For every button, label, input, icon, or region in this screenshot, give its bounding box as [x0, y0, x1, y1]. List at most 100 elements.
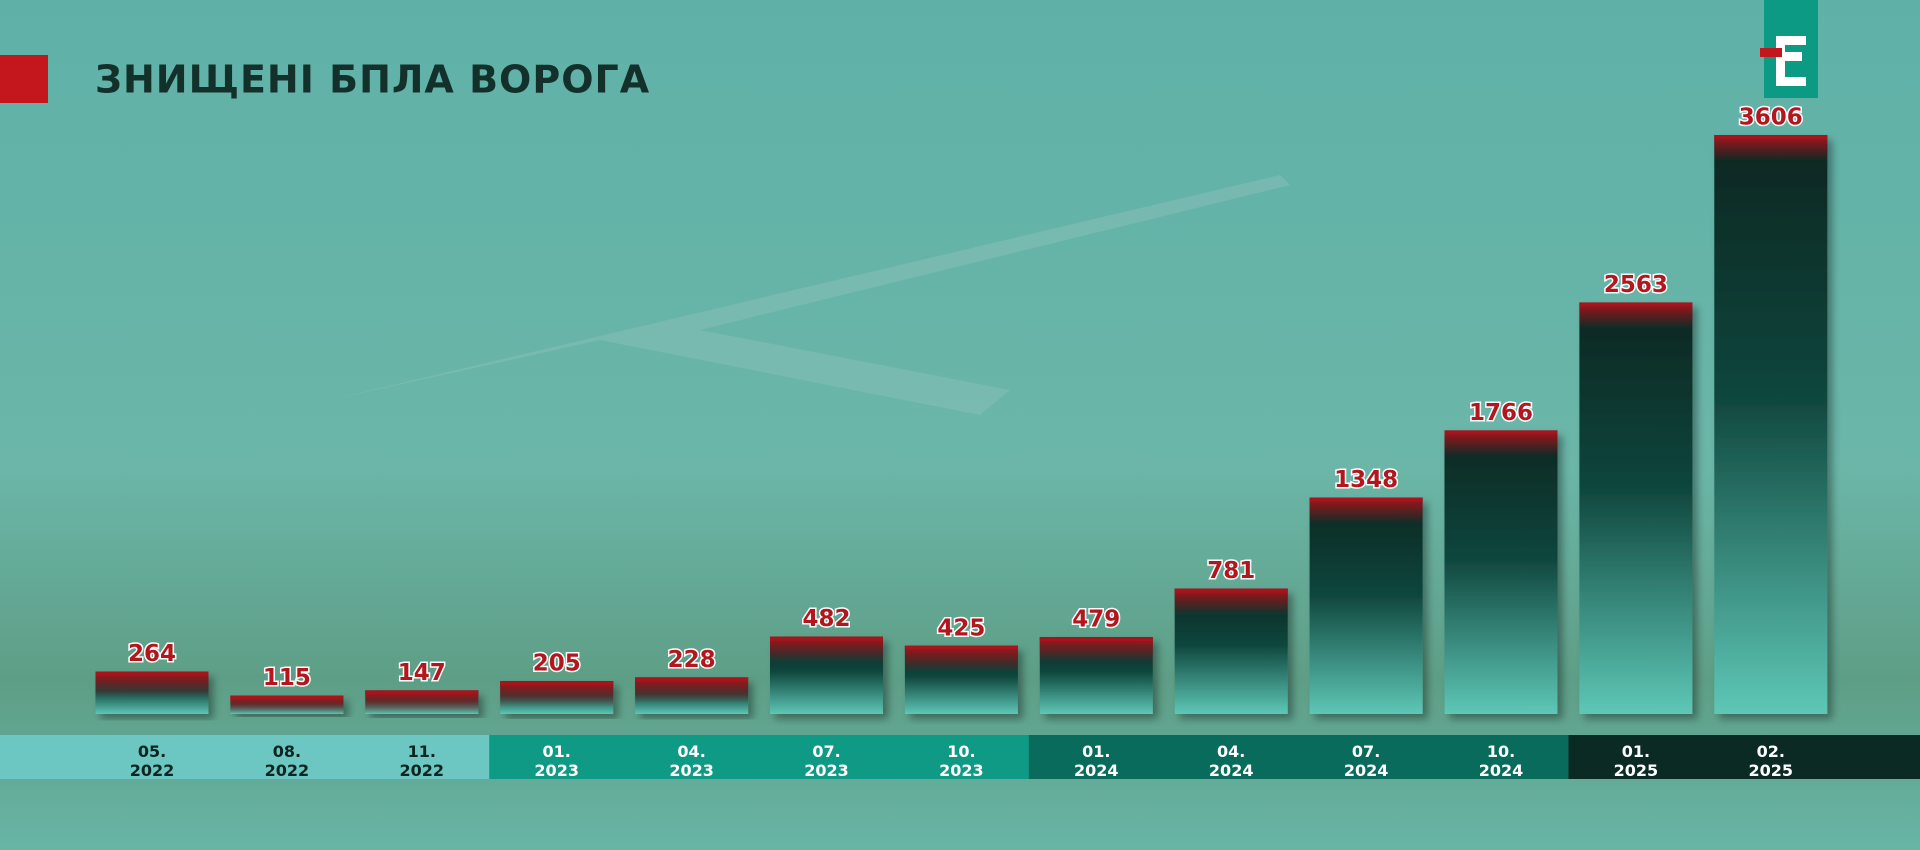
value-label: 228: [668, 647, 716, 673]
period-band: [1163, 735, 1300, 779]
x-tick-label-line: 01.: [543, 742, 571, 761]
x-tick-label-line: 10.: [947, 742, 975, 761]
x-tick-label-line: 05.: [138, 742, 166, 761]
logo-stroke: [1776, 77, 1806, 86]
value-label: 205: [533, 651, 581, 677]
period-band: [624, 735, 760, 779]
x-tick-label-line: 2023: [669, 761, 714, 780]
period-band: [0, 735, 220, 779]
period-band: [893, 735, 1030, 779]
x-tick-label-line: 2024: [1344, 761, 1389, 780]
x-tick-label: 10. 2024: [1479, 742, 1524, 780]
x-tick-label-line: 2025: [1749, 761, 1794, 780]
chart-title: ЗНИЩЕНІ БПЛА ВОРОГА: [95, 58, 650, 102]
x-tick-label-line: 11.: [408, 742, 436, 761]
x-tick-label-line: 2023: [804, 761, 849, 780]
x-tick-label: 04. 2024: [1209, 742, 1254, 780]
value-label: 1348: [1334, 467, 1398, 493]
bar-top: [230, 695, 344, 714]
bar-top-edge: [1714, 135, 1828, 139]
logo: [1760, 0, 1818, 98]
bar-top: [1714, 135, 1828, 161]
x-tick-label: 02. 2025: [1749, 742, 1794, 780]
title-marker: [0, 55, 48, 103]
period-band: [1028, 735, 1165, 779]
bar-top: [365, 690, 479, 714]
x-tick-label-line: 01.: [1082, 742, 1110, 761]
bar-top-edge: [95, 671, 209, 676]
period-band: [1433, 735, 1569, 779]
value-label: 264: [128, 641, 176, 667]
x-tick-label-line: 2025: [1614, 761, 1659, 780]
bar-top: [1174, 588, 1288, 615]
x-tick-label-line: 01.: [1622, 742, 1650, 761]
period-band: [354, 735, 490, 779]
value-label: 425: [937, 615, 985, 641]
bar-top: [635, 677, 749, 704]
bar-top-edge: [770, 636, 883, 641]
x-tick-label-line: 2022: [130, 761, 175, 780]
bar: [1714, 135, 1828, 714]
bar-top-edge: [230, 695, 344, 700]
x-tick-label-line: 07.: [1352, 742, 1380, 761]
bar-top: [1309, 497, 1423, 524]
value-label: 479: [1072, 607, 1120, 633]
value-label: 1766: [1469, 400, 1533, 426]
bar-top-edge: [904, 645, 1018, 650]
value-label: 482: [802, 606, 850, 632]
period-band: [759, 735, 895, 779]
bar: [1579, 302, 1693, 714]
bar-top-edge: [1444, 430, 1558, 435]
bar-top: [500, 681, 614, 708]
x-tick-label-line: 04.: [1217, 742, 1245, 761]
x-tick-label: 07. 2024: [1344, 742, 1389, 780]
bar-top-edge: [1579, 302, 1693, 307]
x-tick-label: 10. 2023: [939, 742, 984, 780]
x-tick-label: 07. 2023: [804, 742, 849, 780]
bar-top: [1039, 637, 1153, 664]
x-tick-label-line: 2022: [265, 761, 310, 780]
value-label: 2563: [1604, 272, 1668, 298]
x-tick-label-line: 2023: [534, 761, 579, 780]
bar: [1444, 430, 1558, 714]
bar-top-edge: [365, 690, 479, 695]
x-tick-label-line: 2024: [1209, 761, 1254, 780]
bar-top: [1444, 430, 1558, 457]
x-tick-label: 01. 2023: [534, 742, 579, 780]
x-tick-label: 11. 2022: [400, 742, 445, 780]
x-tick-label-line: 2023: [939, 761, 984, 780]
bar-top-edge: [1174, 588, 1288, 593]
x-tick-label-line: 2024: [1074, 761, 1119, 780]
period-band: [1568, 735, 1704, 779]
bar-top: [1579, 302, 1693, 329]
drone-silhouette: [330, 175, 1290, 415]
bar-top-edge: [1039, 637, 1153, 642]
bar-top-edge: [500, 681, 614, 686]
x-tick-label: 04. 2023: [669, 742, 714, 780]
bar-top: [95, 671, 209, 698]
value-label: 781: [1207, 558, 1255, 584]
bar-top: [904, 645, 1018, 672]
value-label: 3606: [1739, 105, 1803, 131]
period-band: [489, 735, 625, 779]
value-label: 115: [263, 665, 311, 691]
logo-stroke: [1776, 36, 1806, 45]
x-tick-label-line: 07.: [812, 742, 840, 761]
x-tick-label-line: 08.: [273, 742, 301, 761]
period-band: [1298, 735, 1435, 779]
period-band: [219, 735, 355, 779]
x-tick-label: 05. 2022: [130, 742, 175, 780]
x-tick-label-line: 2024: [1479, 761, 1524, 780]
value-label: 147: [398, 660, 446, 686]
x-tick-label-line: 2022: [400, 761, 445, 780]
x-tick-label: 01. 2024: [1074, 742, 1119, 780]
x-tick-label-line: 02.: [1757, 742, 1785, 761]
bar-top-edge: [1309, 497, 1423, 502]
x-tick-label: 08. 2022: [265, 742, 310, 780]
x-tick-label: 01. 2025: [1614, 742, 1659, 780]
period-band: [1703, 735, 1920, 779]
bar-top-edge: [635, 677, 749, 682]
bar: [1309, 497, 1423, 714]
